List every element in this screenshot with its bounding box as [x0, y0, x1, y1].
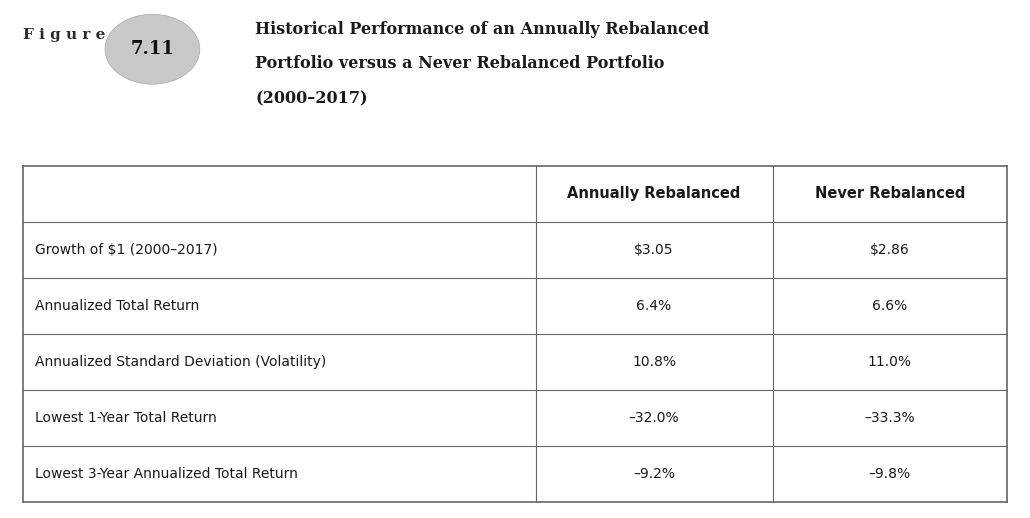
Text: Lowest 1-Year Total Return: Lowest 1-Year Total Return — [35, 411, 216, 425]
Text: $3.05: $3.05 — [634, 243, 674, 257]
Text: (2000–2017): (2000–2017) — [255, 90, 368, 107]
Text: Annualized Total Return: Annualized Total Return — [35, 299, 199, 313]
Text: Annualized Standard Deviation (Volatility): Annualized Standard Deviation (Volatilit… — [35, 355, 327, 369]
Text: –9.8%: –9.8% — [869, 467, 911, 481]
Text: –33.3%: –33.3% — [864, 411, 916, 425]
Text: $2.86: $2.86 — [870, 243, 909, 257]
Text: Never Rebalanced: Never Rebalanced — [815, 186, 965, 202]
Text: 7.11: 7.11 — [131, 40, 174, 58]
Text: F i g u r e: F i g u r e — [23, 28, 105, 42]
Text: 10.8%: 10.8% — [632, 355, 676, 369]
Ellipse shape — [105, 14, 200, 84]
Text: Lowest 3-Year Annualized Total Return: Lowest 3-Year Annualized Total Return — [35, 467, 298, 481]
Text: 11.0%: 11.0% — [868, 355, 912, 369]
Text: 6.6%: 6.6% — [872, 299, 907, 313]
Text: Portfolio versus a Never Rebalanced Portfolio: Portfolio versus a Never Rebalanced Port… — [255, 55, 664, 73]
Text: –32.0%: –32.0% — [628, 411, 680, 425]
Text: 6.4%: 6.4% — [637, 299, 672, 313]
Text: Growth of $1 (2000–2017): Growth of $1 (2000–2017) — [35, 243, 217, 257]
Text: –9.2%: –9.2% — [633, 467, 675, 481]
Text: Annually Rebalanced: Annually Rebalanced — [568, 186, 741, 202]
Text: Historical Performance of an Annually Rebalanced: Historical Performance of an Annually Re… — [255, 21, 710, 38]
